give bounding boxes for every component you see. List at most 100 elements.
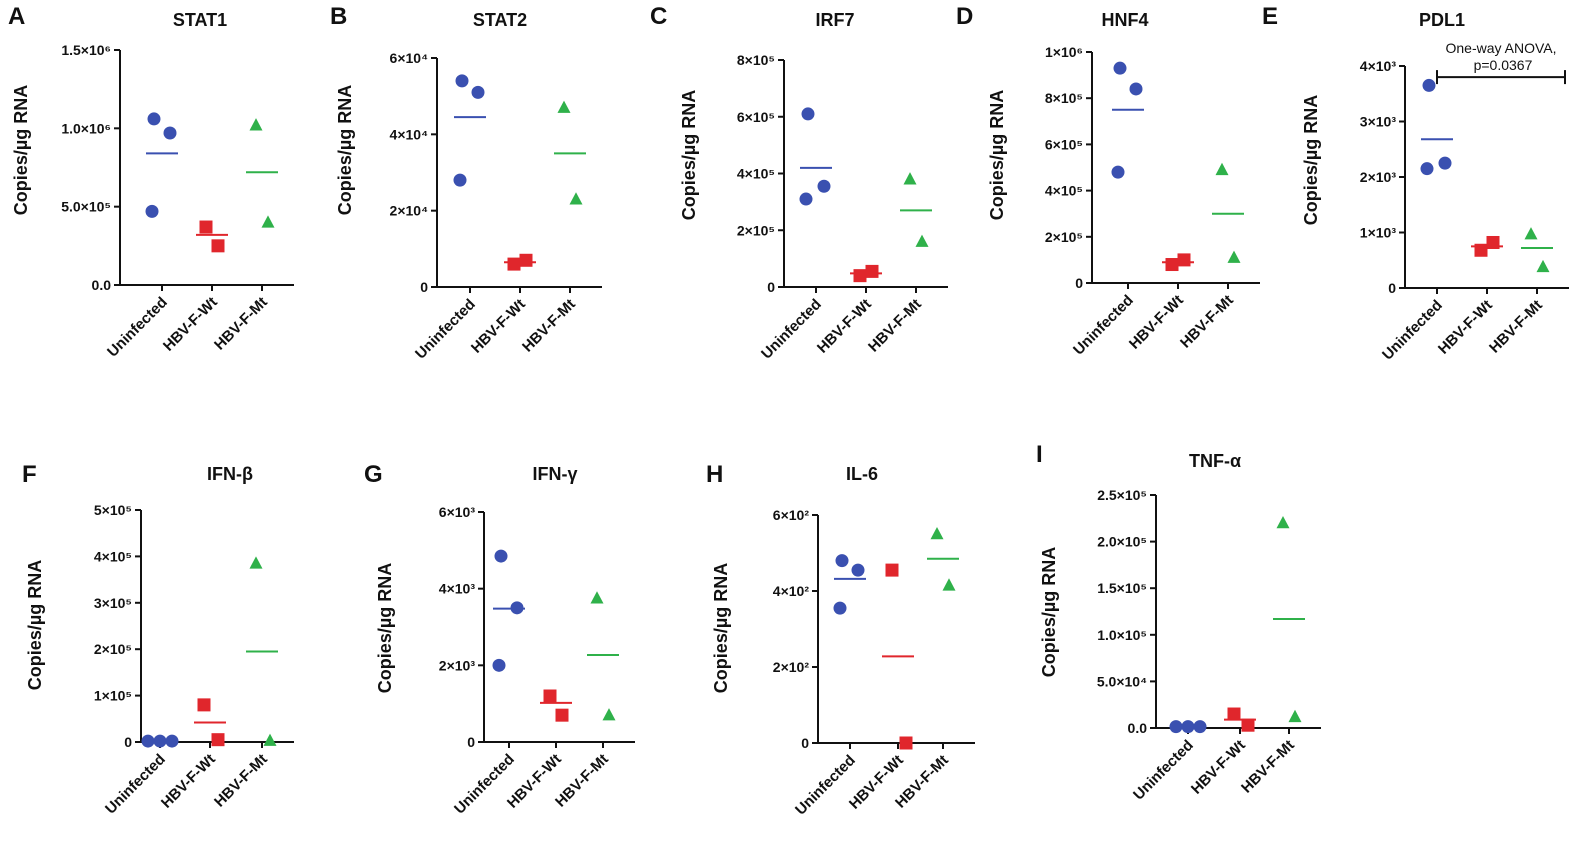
y-tick-label: 0	[1388, 280, 1396, 296]
data-point-uninfected	[455, 74, 469, 88]
panel-letter: D	[956, 3, 973, 30]
data-point-uninfected	[1113, 61, 1127, 75]
x-category-label: HBV-F-Wt	[468, 296, 529, 357]
data-point-hbv-f-wt	[211, 239, 225, 253]
data-point-hbv-f-wt	[1227, 707, 1241, 721]
data-point-uninfected	[453, 173, 467, 187]
x-category-label: HBV-F-Wt	[814, 296, 875, 357]
x-category-label: Uninfected	[1379, 297, 1446, 364]
y-tick-label: 6×10⁴	[390, 50, 429, 66]
panel-letter: G	[364, 461, 383, 488]
x-category-label: HBV-F-Wt	[1435, 297, 1496, 358]
chart-title: STAT2	[473, 10, 527, 30]
data-point-uninfected	[147, 112, 161, 126]
y-tick-label: 1.5×10⁶	[61, 42, 111, 58]
x-category-label: HBV-F-Wt	[158, 751, 219, 812]
data-point-hbv-f-mt	[930, 526, 944, 540]
panel-letter: B	[330, 3, 347, 30]
y-tick-label: 6×10⁵	[1045, 136, 1083, 152]
x-category-label: HBV-F-Mt	[519, 296, 579, 356]
y-tick-label: 1.0×10⁵	[1097, 627, 1147, 643]
y-axis-label: Copies/µg RNA	[679, 90, 699, 220]
y-axis-label: Copies/µg RNA	[25, 560, 45, 690]
chart-title: IFN-β	[207, 464, 253, 484]
data-point-hbv-f-wt	[519, 253, 533, 267]
y-tick-label: 6×10⁵	[737, 109, 775, 125]
y-tick-label: 2×10²	[773, 659, 810, 675]
chart-title: TNF-α	[1189, 451, 1241, 471]
y-tick-label: 2×10⁵	[737, 222, 775, 238]
data-point-hbv-f-wt	[1241, 718, 1255, 732]
anova-annotation: One-way ANOVA,	[1445, 40, 1556, 56]
y-tick-label: 4×10⁵	[737, 166, 775, 182]
x-category-label: Uninfected	[451, 751, 518, 818]
chart-title: HNF4	[1101, 10, 1148, 30]
y-tick-label: 4×10²	[773, 583, 810, 599]
data-point-uninfected	[471, 85, 485, 99]
chart-panel-A: A STAT1 Copies/µg RNA 0.0 5.0×10⁵ 1.0×10⁶ 1.5×…	[8, 3, 294, 361]
chart-panel-E: E PDL1 Copies/µg RNA 0 1×10³ 2×10³ 3×10³ 4×10³ U…	[1262, 3, 1569, 364]
data-point-hbv-f-mt	[1524, 227, 1538, 240]
data-point-hbv-f-mt	[602, 708, 616, 721]
data-point-uninfected	[817, 179, 831, 193]
panel-letter: E	[1262, 3, 1278, 30]
data-point-uninfected	[494, 549, 508, 563]
panel-letter: H	[706, 461, 723, 488]
y-tick-label: 0.0	[1128, 720, 1148, 736]
data-point-hbv-f-mt	[1215, 162, 1229, 176]
y-tick-label: 4×10⁴	[390, 126, 429, 142]
y-tick-label: 1.0×10⁶	[61, 120, 111, 136]
data-point-uninfected	[145, 204, 159, 218]
x-category-label: Uninfected	[104, 294, 171, 361]
data-point-hbv-f-mt	[569, 192, 583, 205]
data-point-hbv-f-wt	[1177, 253, 1191, 267]
chart-panel-H: H IL-6 Copies/µg RNA 0 2×10² 4×10² 6×10² Uninfe…	[706, 461, 975, 819]
chart-panel-C: C IRF7 Copies/µg RNA 0 2×10⁵ 4×10⁵ 6×10⁵ 8×10⁵ U…	[650, 3, 948, 363]
y-axis-label: Copies/µg RNA	[1301, 95, 1321, 225]
data-point-uninfected	[163, 126, 177, 140]
data-point-uninfected	[833, 601, 847, 615]
chart-title: IFN-γ	[533, 464, 578, 484]
x-category-label: HBV-F-Mt	[211, 294, 271, 354]
x-category-label: Uninfected	[412, 296, 479, 363]
x-category-label: HBV-F-Mt	[1486, 297, 1546, 357]
y-tick-label: 4×10⁵	[1045, 183, 1083, 199]
y-tick-label: 0.0	[92, 277, 112, 293]
data-point-uninfected	[851, 563, 865, 577]
data-point-hbv-f-mt	[249, 556, 263, 569]
y-tick-label: 8×10⁵	[737, 52, 775, 68]
chart-panel-I: I TNF-α Copies/µg RNA 0.0 5.0×10⁴ 1.0×10⁵ 1.5×…	[1036, 441, 1321, 804]
y-tick-label: 2×10⁴	[390, 203, 429, 219]
data-point-hbv-f-mt	[915, 234, 929, 247]
x-category-label: Uninfected	[792, 752, 859, 819]
y-tick-label: 6×10³	[439, 504, 476, 520]
x-category-label: Uninfected	[102, 751, 169, 818]
y-tick-label: 3×10³	[1360, 114, 1397, 130]
anova-p-value: p=0.0367	[1474, 57, 1533, 73]
y-tick-label: 5×10⁵	[94, 502, 132, 518]
data-point-hbv-f-wt	[197, 698, 211, 712]
y-axis-label: Copies/µg RNA	[1039, 547, 1059, 677]
data-point-uninfected	[1438, 156, 1452, 170]
y-tick-label: 8×10⁵	[1045, 90, 1083, 106]
y-axis-label: Copies/µg RNA	[335, 85, 355, 215]
data-point-uninfected	[492, 658, 506, 672]
y-tick-label: 0	[801, 735, 809, 751]
data-point-hbv-f-mt	[903, 172, 917, 185]
data-point-hbv-f-wt	[543, 689, 557, 703]
y-tick-label: 2×10⁵	[1045, 229, 1083, 245]
data-point-uninfected	[799, 192, 813, 206]
x-category-label: HBV-F-Wt	[1188, 737, 1249, 798]
y-tick-label: 1×10⁵	[94, 688, 132, 704]
y-tick-label: 1×10⁶	[1045, 44, 1083, 60]
y-tick-label: 6×10²	[773, 507, 810, 523]
y-tick-label: 0	[467, 734, 475, 750]
data-point-hbv-f-mt	[1276, 515, 1290, 529]
y-axis-label: Copies/µg RNA	[987, 90, 1007, 220]
data-point-hbv-f-mt	[557, 100, 571, 113]
data-point-hbv-f-wt	[899, 736, 913, 750]
chart-title: PDL1	[1419, 10, 1465, 30]
panel-letter: I	[1036, 441, 1043, 468]
data-point-uninfected	[1129, 82, 1143, 96]
